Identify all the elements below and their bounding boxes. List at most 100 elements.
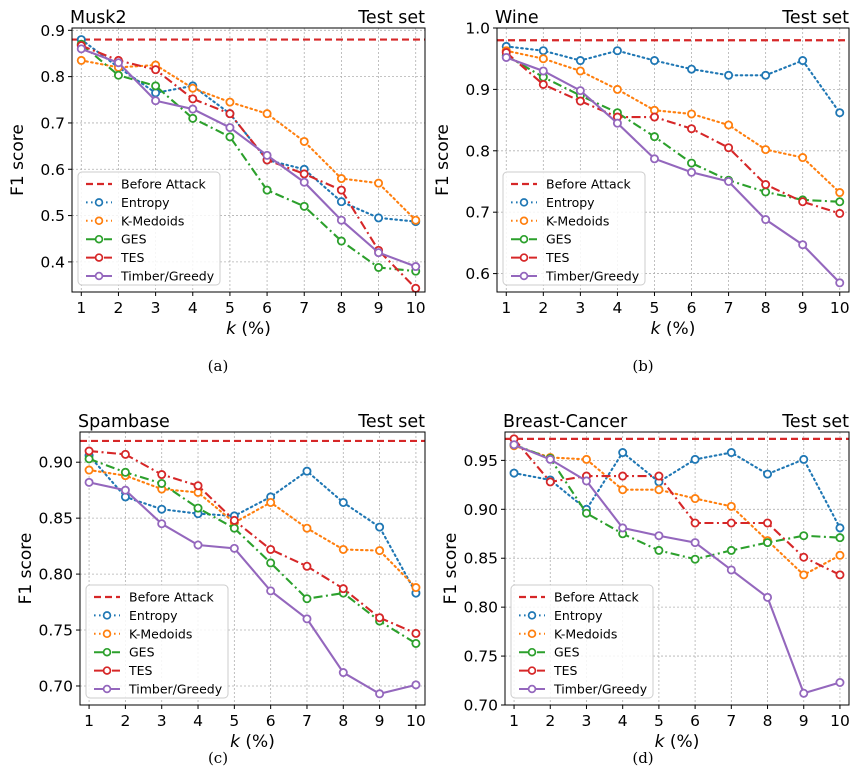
y-tick-label: 0.95 [463,452,498,470]
data-point-tes [299,169,309,179]
data-point-ges [262,185,272,195]
x-tick-label: 6 [266,712,276,730]
chart-panel-4: 1 2 3 4 5 6 7 8 9 10 0.70 0.75 0.80 0.85 0.90 0.95 k (%)… [441,412,850,767]
data-point-timber-greedy [575,86,585,96]
x-tick-label: 8 [761,299,771,317]
data-point-k-medoids [581,454,591,464]
series-line-ges [505,54,840,203]
y-tick-label: 0.7 [465,204,490,222]
legend-entry-timber-greedy: Timber/Greedy [86,269,215,284]
data-point-tes [375,613,385,623]
data-point-timber-greedy [724,176,734,186]
data-point-k-medoids [687,109,697,119]
x-tick-label: 4 [612,299,622,317]
data-point-timber-greedy [545,454,555,464]
series-k-medoids [84,465,421,593]
data-point-entropy [687,64,697,74]
x-tick-label: 10 [830,299,850,317]
x-tick-label: 5 [225,299,235,317]
x-tick-label: 5 [654,712,664,730]
data-point-ges [266,558,276,568]
legend-marker [527,647,537,657]
series-line-tes [513,438,841,576]
x-tick-label: 8 [338,712,348,730]
chart-title: Musk2 [70,8,127,28]
data-point-tes [84,446,94,456]
legend-label: GES [121,232,147,247]
x-tick-label: 1 [501,299,511,317]
data-point-timber-greedy [411,680,421,690]
legend-entry-tes: TES [94,663,153,678]
legend-marker [519,234,529,244]
data-point-tes [336,185,346,195]
series-line-tes [88,449,417,635]
data-point-tes [120,449,130,459]
data-point-timber-greedy [618,523,628,533]
chart-title: Spambase [78,412,170,432]
x-axis-label: k (%) [651,319,696,339]
legend-label: K-Medoids [121,213,184,228]
legend-marker [527,629,537,639]
data-point-timber-greedy [262,150,272,160]
data-point-tes [687,124,697,134]
series-ges [509,440,845,564]
data-point-entropy [763,469,773,479]
x-tick-label: 3 [151,299,161,317]
data-point-timber-greedy [799,688,809,698]
legend-label: Entropy [121,195,170,210]
data-point-timber-greedy [188,104,198,114]
data-point-ges [687,158,697,168]
data-point-k-medoids [835,188,845,198]
y-tick-label: 0.6 [40,161,65,179]
data-point-k-medoids [612,84,622,94]
legend-marker [102,666,112,675]
series-line-timber-greedy [88,481,417,695]
chart-subtitle: Test set [357,8,425,28]
legend-entry-before-attack: Before Attack [519,590,640,605]
data-point-timber-greedy [193,540,203,550]
data-point-ges [726,545,736,555]
x-axis-label: k (%) [230,732,275,752]
data-point-entropy [798,56,808,66]
x-tick-label: 1 [84,712,94,730]
x-tick-label: 7 [724,299,734,317]
data-point-tes [724,143,734,153]
data-point-ges [374,262,384,272]
data-point-tes [411,283,421,293]
data-point-ges [302,594,312,604]
data-point-timber-greedy [649,154,659,164]
x-tick-label: 1 [76,299,86,317]
legend-marker [527,611,537,620]
data-point-k-medoids [726,501,736,511]
data-point-timber-greedy [654,531,664,541]
data-point-timber-greedy [835,278,845,288]
x-tick-label: 7 [299,299,309,317]
data-point-entropy [724,70,734,80]
legend-marker [519,253,529,262]
data-point-ges [654,545,664,555]
legend-entry-tes: TES [511,250,570,265]
data-point-tes [411,628,421,638]
data-point-timber-greedy [374,248,384,258]
data-point-k-medoids [374,178,384,188]
legend-label: Before Attack [129,590,215,605]
series-line-k-medoids [88,468,417,589]
data-point-ges [151,81,161,91]
y-axis-label: F1 score [433,124,453,196]
legend-entry-timber-greedy: Timber/Greedy [519,682,648,697]
series-line-timber-greedy [80,47,417,268]
legend-label: GES [554,645,580,660]
data-point-tes [618,471,628,481]
legend-label: Entropy [129,608,178,623]
legend-label: TES [553,663,578,678]
data-point-ges [225,132,235,142]
data-point-entropy [538,46,548,56]
data-point-ges [193,503,203,513]
x-tick-label: 4 [618,712,628,730]
legend-entry-timber-greedy: Timber/Greedy [511,269,640,284]
data-point-entropy [649,56,659,66]
x-tick-label: 10 [406,712,426,730]
legend-label: Timber/Greedy [120,269,215,284]
series-timber-greedy [76,44,421,272]
y-tick-label: 0.75 [38,622,73,640]
